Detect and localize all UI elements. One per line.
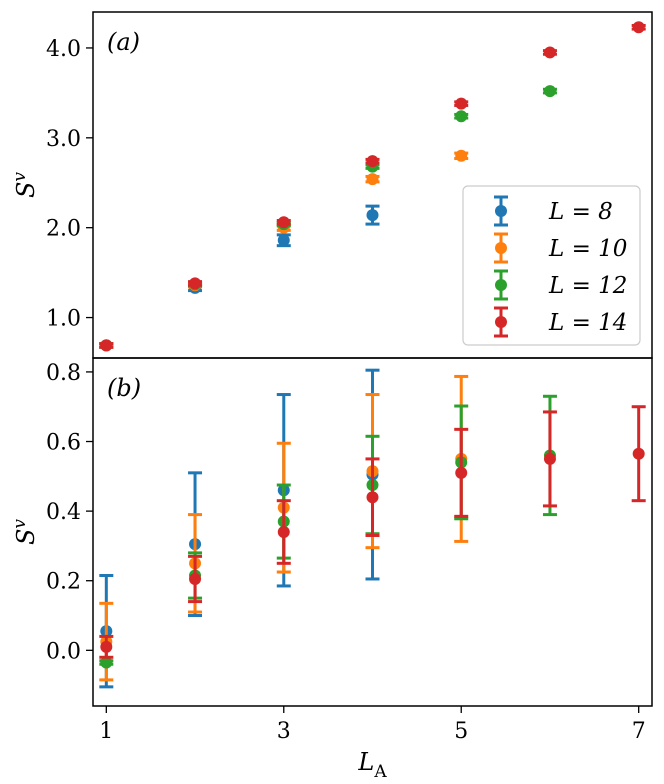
- legend-entry-label: L = 14: [548, 310, 627, 336]
- y-tick-label: 4.0: [46, 37, 81, 62]
- data-point: [543, 85, 556, 98]
- series-L-8: [99, 368, 380, 689]
- y-tick-label: 1.0: [46, 307, 81, 332]
- data-point: [366, 155, 379, 168]
- data-point: [277, 216, 290, 229]
- data-point: [366, 209, 379, 222]
- axes-frame: [92, 357, 653, 707]
- data-point: [100, 640, 113, 653]
- legend-entry-label: L = 8: [548, 199, 613, 225]
- data-point: [100, 339, 113, 352]
- series-L-14: [99, 405, 646, 659]
- data-point: [277, 234, 290, 247]
- legend-entry-label: L = 12: [548, 273, 627, 299]
- y-tick-label: 0.0: [46, 639, 81, 664]
- y-tick-label: 2.0: [46, 217, 81, 242]
- data-point: [366, 491, 379, 504]
- y-tick-label: 0.6: [46, 431, 81, 456]
- y-tick-label: 0.8: [46, 361, 81, 386]
- y-axis-label-0: Sv: [10, 172, 40, 198]
- legend-marker: [495, 205, 507, 217]
- data-point: [543, 452, 556, 465]
- data-point: [455, 97, 468, 110]
- data-point: [189, 277, 202, 290]
- x-tick-label: 3: [277, 719, 291, 744]
- data-point: [189, 572, 202, 585]
- series-L-8: [99, 204, 380, 352]
- panel-b: 0.0 0.2 0.4 0.6 0.8 1 3 5 7 LA Sv (b): [10, 357, 653, 782]
- y-tick-label: 0.4: [46, 500, 81, 525]
- x-tick-label: 1: [99, 719, 113, 744]
- data-point: [632, 447, 645, 460]
- legend-marker: [495, 316, 507, 328]
- series-L-14: [99, 21, 646, 352]
- data-point: [100, 656, 113, 669]
- data-point: [277, 526, 290, 538]
- data-point: [455, 110, 468, 123]
- series-L-10: [99, 149, 469, 352]
- legend-marker: [495, 242, 507, 254]
- data-point: [632, 21, 645, 34]
- data-point: [455, 466, 468, 479]
- legend-entry-label: L = 10: [548, 236, 627, 262]
- y-axis-label-1: Sv: [10, 519, 40, 545]
- legend: L = 8 L = 10 L = 12 L = 14: [462, 185, 641, 346]
- x-tick-label: 7: [632, 719, 646, 744]
- data-point: [455, 149, 468, 162]
- panel-label: (a): [107, 28, 140, 56]
- panel-label: (b): [107, 374, 141, 402]
- y-tick-label: 3.0: [46, 127, 81, 152]
- y-tick-label: 0.2: [46, 570, 81, 595]
- panel-a: 1.0 2.0 3.0 4.0 Sv (a) L = 8 L = 10 L = 12 L = 14: [10, 11, 653, 359]
- legend-marker: [495, 279, 507, 291]
- x-axis-label: LA: [357, 748, 387, 782]
- data-point: [366, 173, 379, 186]
- x-tick-label: 5: [454, 719, 468, 744]
- data-point: [543, 46, 556, 59]
- series-L-12: [99, 394, 557, 669]
